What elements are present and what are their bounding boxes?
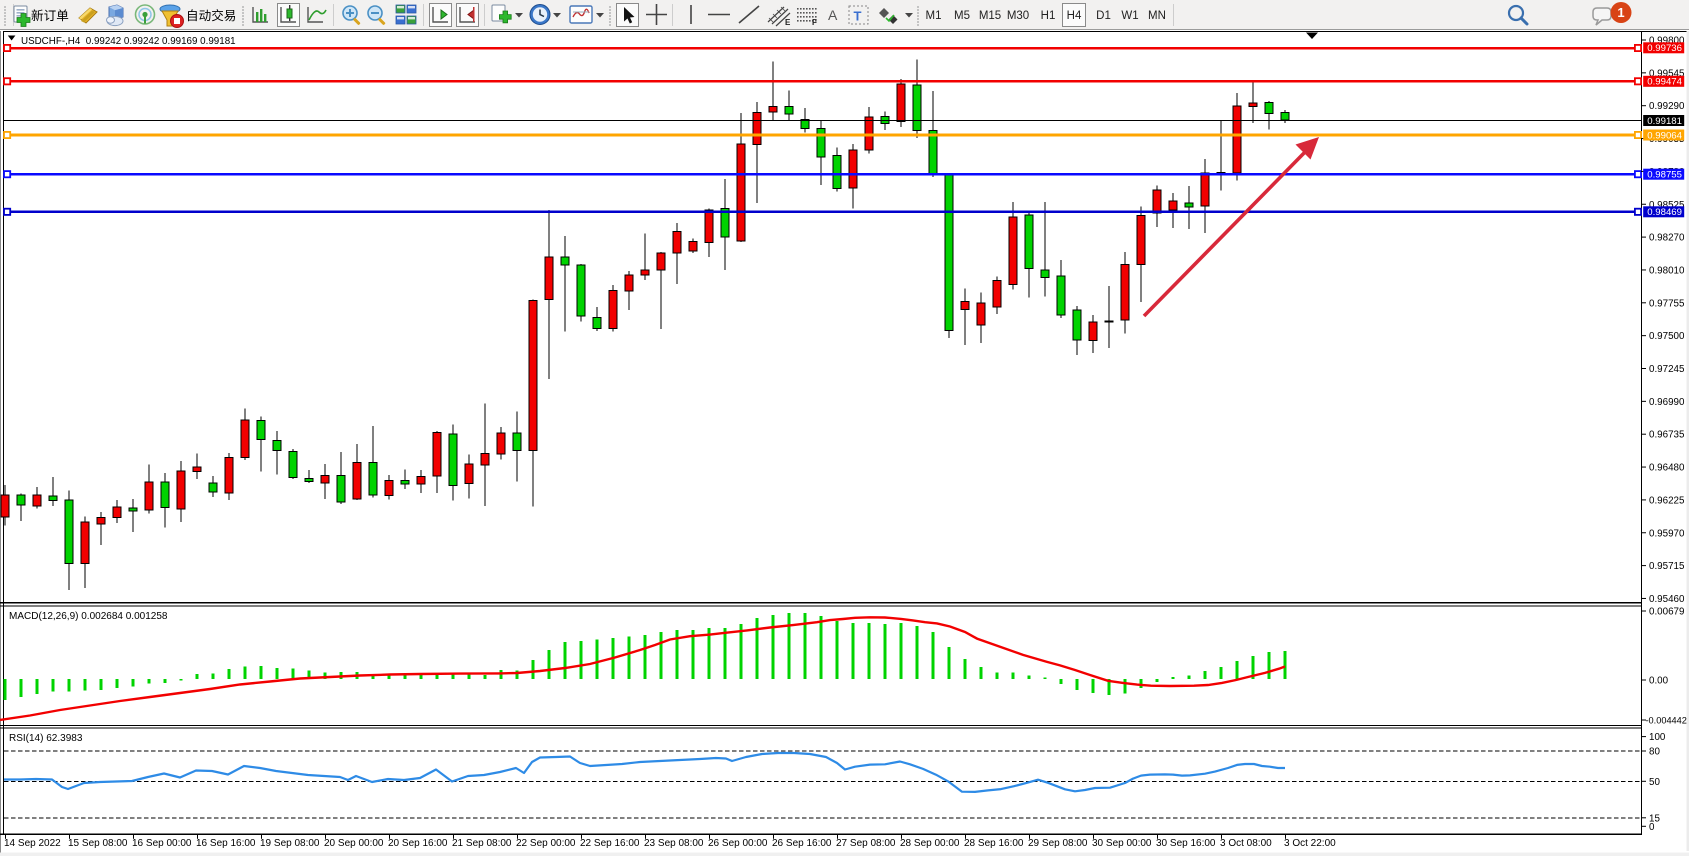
svg-text:0.97245: 0.97245	[1649, 364, 1685, 375]
svg-text:0.99474: 0.99474	[1647, 77, 1682, 88]
svg-text:28 Sep 00:00: 28 Sep 00:00	[900, 838, 960, 849]
svg-text:22 Sep 16:00: 22 Sep 16:00	[580, 838, 640, 849]
svg-text:T: T	[854, 9, 862, 24]
svg-text:E: E	[785, 18, 791, 27]
svg-text:14 Sep 2022: 14 Sep 2022	[4, 838, 61, 849]
svg-text:MN: MN	[1148, 10, 1166, 22]
svg-text:26 Sep 16:00: 26 Sep 16:00	[772, 838, 832, 849]
svg-text:A: A	[828, 7, 838, 23]
svg-text:M30: M30	[1007, 10, 1029, 22]
svg-text:0.96480: 0.96480	[1649, 463, 1685, 474]
svg-text:0.95460: 0.95460	[1649, 594, 1685, 605]
svg-text:RSI(14) 62.3983: RSI(14) 62.3983	[9, 733, 83, 744]
svg-text:1: 1	[1617, 5, 1624, 20]
svg-text:0.95970: 0.95970	[1649, 528, 1685, 539]
svg-text:新订单: 新订单	[31, 8, 69, 23]
svg-text:15 Sep 08:00: 15 Sep 08:00	[68, 838, 128, 849]
svg-text:0.99545: 0.99545	[1649, 68, 1685, 79]
svg-text:0.98469: 0.98469	[1647, 207, 1682, 218]
svg-text:M5: M5	[954, 10, 970, 22]
svg-text:23 Sep 08:00: 23 Sep 08:00	[644, 838, 704, 849]
svg-text:0.97755: 0.97755	[1649, 298, 1685, 309]
svg-text:D1: D1	[1096, 10, 1111, 22]
svg-text:20 Sep 00:00: 20 Sep 00:00	[324, 838, 384, 849]
svg-text:0.97500: 0.97500	[1649, 331, 1685, 342]
svg-text:19 Sep 08:00: 19 Sep 08:00	[260, 838, 320, 849]
svg-text:16 Sep 00:00: 16 Sep 00:00	[132, 838, 192, 849]
svg-text:0.99800: 0.99800	[1649, 36, 1685, 47]
svg-text:0.00: 0.00	[1649, 676, 1669, 687]
svg-text:26 Sep 00:00: 26 Sep 00:00	[708, 838, 768, 849]
svg-text:80: 80	[1649, 747, 1660, 758]
svg-text:28 Sep 16:00: 28 Sep 16:00	[964, 838, 1024, 849]
svg-text:0.98270: 0.98270	[1649, 233, 1685, 244]
svg-text:0.96990: 0.96990	[1649, 397, 1685, 408]
svg-text:0.98755: 0.98755	[1647, 170, 1682, 181]
svg-text:0: 0	[1649, 822, 1655, 833]
svg-text:22 Sep 00:00: 22 Sep 00:00	[516, 838, 576, 849]
svg-text:29 Sep 08:00: 29 Sep 08:00	[1028, 838, 1088, 849]
svg-text:20 Sep 16:00: 20 Sep 16:00	[388, 838, 448, 849]
svg-text:3 Oct 08:00: 3 Oct 08:00	[1220, 838, 1272, 849]
svg-text:M1: M1	[926, 10, 942, 22]
svg-text:30 Sep 00:00: 30 Sep 00:00	[1092, 838, 1152, 849]
svg-text:3 Oct 22:00: 3 Oct 22:00	[1284, 838, 1336, 849]
svg-text:M15: M15	[979, 10, 1001, 22]
svg-text:H4: H4	[1067, 10, 1082, 22]
svg-text:15: 15	[1649, 813, 1660, 824]
svg-text:F: F	[812, 18, 817, 27]
svg-text:50: 50	[1649, 777, 1660, 788]
svg-text:0.99736: 0.99736	[1647, 43, 1682, 54]
svg-text:0.98010: 0.98010	[1649, 265, 1685, 276]
svg-text:21 Sep 08:00: 21 Sep 08:00	[452, 838, 512, 849]
svg-text:USDCHF-,H4 0.99242 0.99242 0.: USDCHF-,H4 0.99242 0.99242 0.99169 0.991…	[21, 36, 236, 47]
svg-text:自动交易: 自动交易	[186, 8, 236, 23]
svg-text:30 Sep 16:00: 30 Sep 16:00	[1156, 838, 1216, 849]
svg-text:0.99181: 0.99181	[1647, 116, 1682, 127]
svg-text:0.99064: 0.99064	[1647, 130, 1682, 141]
svg-text:W1: W1	[1121, 10, 1138, 22]
svg-text:0.98525: 0.98525	[1649, 200, 1685, 211]
svg-text:MACD(12,26,9) 0.002684 0.00125: MACD(12,26,9) 0.002684 0.001258	[9, 611, 168, 622]
svg-text:H1: H1	[1041, 10, 1056, 22]
svg-text:0.96735: 0.96735	[1649, 430, 1685, 441]
svg-text:100: 100	[1649, 732, 1666, 743]
svg-text:0.96225: 0.96225	[1649, 495, 1685, 506]
svg-text:-0.004442: -0.004442	[1646, 716, 1687, 726]
svg-text:16 Sep 16:00: 16 Sep 16:00	[196, 838, 256, 849]
svg-text:0.95715: 0.95715	[1649, 561, 1685, 572]
svg-text:0.00679: 0.00679	[1649, 607, 1684, 618]
svg-text:27 Sep 08:00: 27 Sep 08:00	[836, 838, 896, 849]
svg-text:0.99290: 0.99290	[1649, 101, 1685, 112]
